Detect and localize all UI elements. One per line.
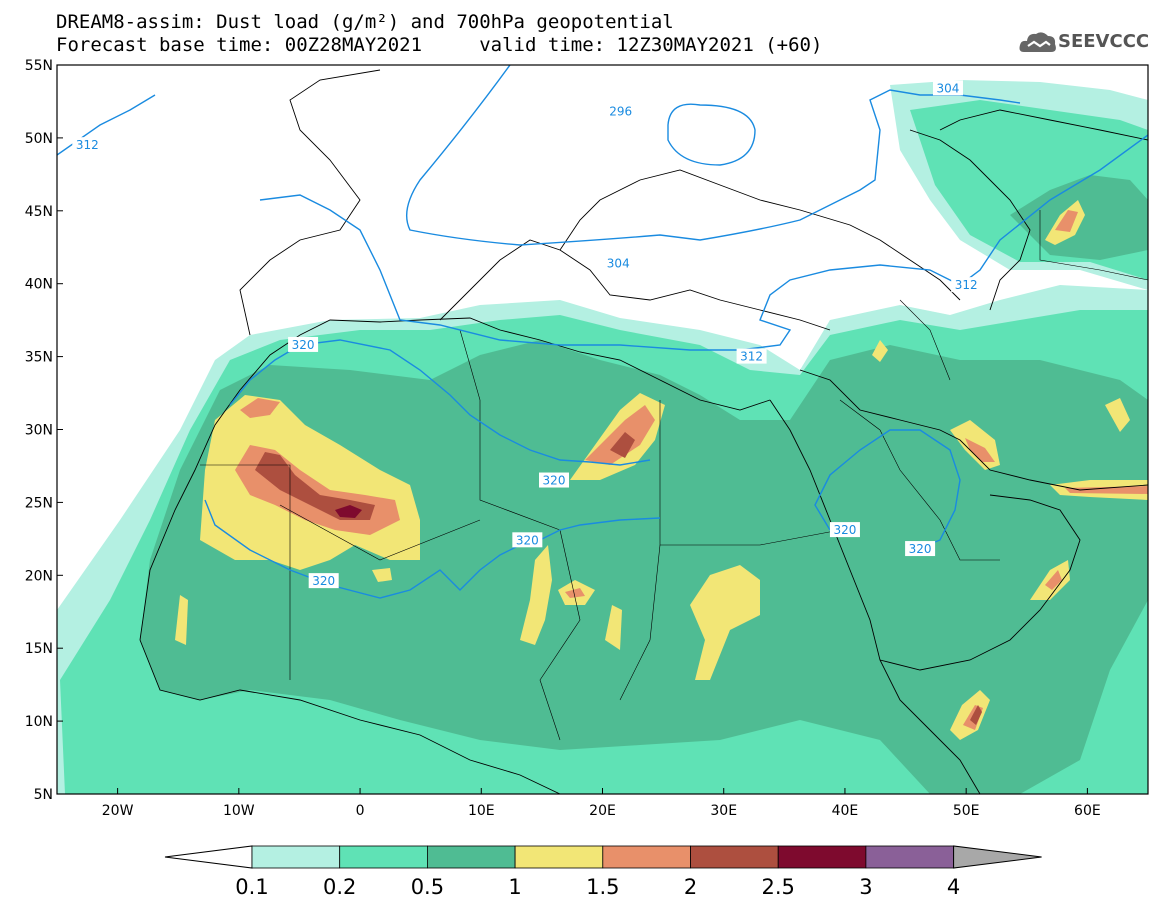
contour-label: 304: [607, 256, 630, 270]
contour-label-bg: [603, 255, 634, 271]
geopotential-contours: [57, 65, 1148, 599]
dust-load-map: 312 296 304 304 312 312 320 320 320 320 320 320 55N…: [25, 58, 1149, 819]
colorbar-label: 0.1: [235, 875, 268, 899]
contour-label-bg: [951, 277, 982, 293]
contour-label-bg: [605, 103, 636, 119]
contour-label: 320: [292, 338, 315, 352]
lon-label: 10W: [223, 803, 255, 819]
colorbar-swatch: [339, 845, 428, 869]
lon-label: 0: [356, 803, 365, 819]
contour-label: 304: [937, 81, 960, 95]
map-title: DREAM8-assim: Dust load (g/m²) and 700hP…: [56, 11, 674, 33]
country-borders: [200, 210, 1148, 741]
lat-label: 5N: [34, 787, 53, 803]
colorbar-swatch: [251, 845, 341, 869]
lat-label: 20N: [25, 568, 53, 584]
colorbar-label: 3: [859, 875, 872, 899]
cloud-icon: [1019, 32, 1056, 52]
dust-load-colorbar: 0.1 0.2 0.5 1 1.5 2 2.5 3 4: [164, 845, 1042, 899]
contour-label: 312: [76, 138, 99, 152]
contour-label-bg: [905, 541, 936, 557]
colorbar-swatch: [514, 845, 604, 869]
colorbar-swatch: [777, 845, 867, 869]
lat-label: 55N: [25, 58, 53, 74]
colorbar-over-triangle: [953, 845, 1042, 869]
colorbar-label: 2: [684, 875, 697, 899]
colorbar-label: 1.5: [586, 875, 619, 899]
contour-label: 320: [833, 523, 856, 537]
lat-label: 50N: [25, 131, 53, 147]
coastlines: [139, 69, 1148, 794]
colorbar-swatch: [865, 845, 955, 869]
colorbar-swatch: [602, 845, 691, 869]
contour-label-bg: [539, 472, 570, 488]
lat-label: 45N: [25, 204, 53, 220]
contour-label-bg: [288, 336, 319, 352]
contour-label: 320: [909, 542, 932, 556]
contour-label-bg: [72, 137, 103, 153]
lon-label: 10E: [468, 803, 495, 819]
colorbar-label: 4: [947, 875, 960, 899]
seevccc-logo: SEEVCCC: [1018, 26, 1158, 58]
contour-label-bg: [308, 573, 339, 589]
contour-label: 320: [516, 533, 539, 547]
forecast-time-line: Forecast base time: 00Z28MAY2021 valid t…: [56, 34, 823, 56]
colorbar-under-triangle: [164, 845, 253, 869]
lon-label: 30E: [710, 803, 737, 819]
contour-labels: 312 296 304 304 312 312 320 320 320 320 320 320: [72, 80, 982, 589]
lat-label: 10N: [25, 714, 53, 730]
colorbar-label: 1: [508, 875, 521, 899]
contour-label-bg: [829, 522, 860, 538]
lon-label: 20E: [589, 803, 616, 819]
lon-label: 50E: [953, 803, 980, 819]
colorbar-swatch: [426, 845, 516, 869]
lat-label: 35N: [25, 350, 53, 366]
colorbar-label: 2.5: [761, 875, 794, 899]
colorbar-label: 0.5: [411, 875, 444, 899]
contour-label: 312: [955, 278, 978, 292]
lon-label: 60E: [1074, 803, 1101, 819]
contour-label: 320: [543, 474, 566, 488]
colorbar-label: 0.2: [323, 875, 356, 899]
contour-label-bg: [932, 80, 963, 96]
lat-label: 40N: [25, 277, 53, 293]
dust-fields: [57, 80, 1148, 794]
lon-label: 40E: [832, 803, 859, 819]
contour-label-bg: [512, 532, 543, 548]
lat-label: 30N: [25, 423, 53, 439]
lat-label: 25N: [25, 495, 53, 511]
contour-label-bg: [736, 348, 767, 364]
contour-label: 320: [312, 574, 335, 588]
contour-label: 296: [609, 105, 632, 119]
axis-labels: 55N 50N 45N 40N 35N 30N 25N 20N 15N 10N 5N 20W 10W 0 1…: [25, 58, 1101, 819]
map-frame: [56, 64, 1149, 795]
lon-label: 20W: [102, 803, 134, 819]
contour-label: 312: [740, 350, 763, 364]
logo-text: SEEVCCC: [1058, 31, 1150, 52]
colorbar-swatch: [690, 845, 779, 869]
lat-label: 15N: [25, 641, 53, 657]
